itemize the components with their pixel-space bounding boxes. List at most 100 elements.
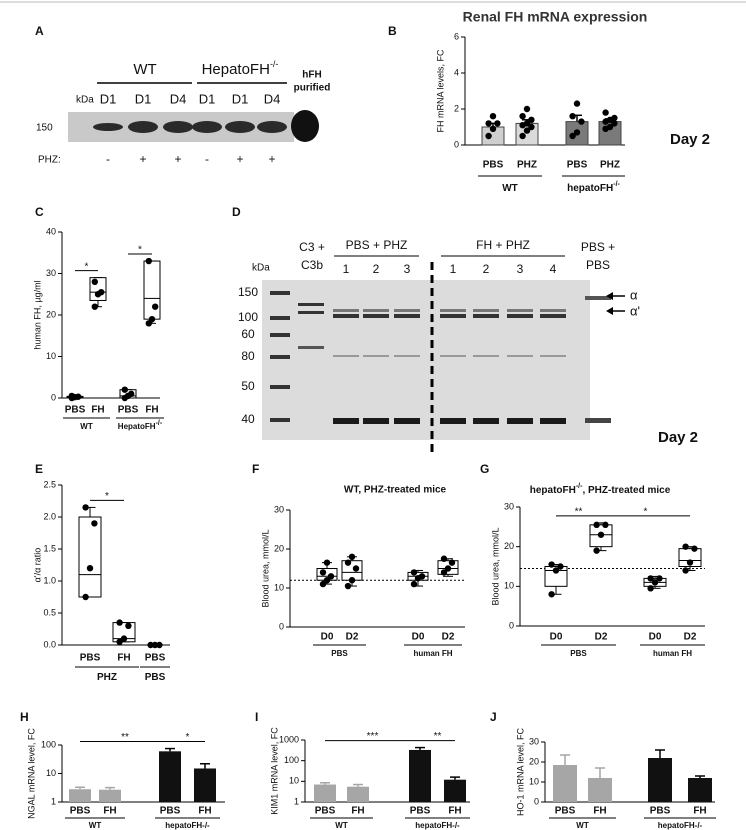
group-sup: -/- (156, 420, 163, 427)
ladder-band (270, 316, 290, 320)
x-tick-label: PHZ (517, 160, 537, 171)
group-name: hepatoFH-/- (658, 821, 703, 830)
point (147, 641, 154, 649)
band (363, 355, 389, 357)
point (148, 315, 156, 323)
x-tick-label: FH (117, 653, 130, 664)
kda: kDa (76, 95, 94, 106)
x-tick-label: PBS (70, 806, 91, 817)
band (540, 314, 566, 318)
y-tick-label: 100 (284, 755, 299, 765)
bar (444, 779, 466, 802)
point (686, 559, 694, 566)
marker: 150 (238, 285, 258, 299)
group-label: WT (89, 821, 102, 830)
x-tick-label: D2 (346, 632, 359, 643)
point (82, 504, 89, 511)
y-tick-label: 2 (454, 103, 459, 113)
x-tick-label: D0 (321, 632, 334, 643)
note: Day 2 (658, 429, 698, 446)
lane-label: D1 (100, 91, 117, 106)
point (548, 561, 555, 568)
x-tick-label: FH (448, 806, 461, 817)
group-label: human FH (653, 649, 692, 658)
band (540, 309, 566, 312)
group-name: WT (89, 821, 102, 830)
band (333, 309, 359, 312)
group-label: WT (576, 821, 589, 830)
group-sup: -/- (613, 181, 620, 188)
point (651, 579, 659, 586)
x-tick-label: FH (693, 806, 706, 817)
bar (688, 778, 712, 802)
ladder-band (270, 385, 290, 389)
group-name: hepatoFH-/- (415, 821, 460, 830)
y-tick-label: 10 (289, 776, 299, 786)
point (151, 641, 159, 649)
point (152, 303, 159, 310)
lane-label: D4 (264, 91, 281, 106)
point (519, 132, 526, 140)
band (507, 314, 533, 318)
band (291, 110, 319, 142)
x-tick-label: D2 (595, 632, 608, 643)
lane-label: 3 (517, 262, 524, 276)
panel-label: G (480, 462, 489, 476)
sign: + (174, 152, 181, 166)
group-label: hepatoFH-/- (165, 821, 210, 830)
group-label: WT (502, 183, 518, 194)
point (344, 582, 352, 590)
point (128, 390, 135, 398)
bar (553, 765, 577, 802)
band (440, 355, 466, 357)
point (440, 569, 448, 576)
group-name: WT (335, 821, 348, 830)
x-tick-label: PBS (145, 653, 166, 664)
band (440, 418, 466, 424)
purified: hFH (302, 70, 321, 81)
x-tick-label: FH (91, 405, 104, 416)
group-label: FH + PHZ (476, 238, 530, 252)
marker: 40 (241, 412, 255, 426)
band (473, 418, 499, 424)
group-name: PBS (570, 649, 587, 658)
group-label: PBS (331, 649, 348, 658)
bar (588, 778, 612, 802)
box (678, 548, 702, 568)
lane-label: D1 (135, 91, 152, 106)
group-label: PBS (570, 649, 587, 658)
ladder-band (270, 355, 290, 359)
point (91, 278, 99, 285)
point (569, 113, 576, 120)
chart-title: WT, PHZ-treated mice (344, 485, 447, 496)
y-tick-label: 30 (274, 504, 284, 514)
y-tick-label: 20 (46, 309, 56, 319)
x-tick-label: D0 (412, 632, 425, 643)
y-tick-label: 30 (46, 268, 56, 278)
x-tick-label: PBS (118, 405, 139, 416)
point (344, 559, 352, 566)
treatment: PHZ: (38, 155, 61, 166)
band (540, 418, 566, 424)
x-tick-label: PBS (483, 160, 504, 171)
point (485, 120, 492, 127)
control: C3 + (299, 240, 325, 254)
box (544, 566, 568, 587)
group-label: WT (80, 422, 93, 431)
point (448, 559, 456, 566)
arrow-head (606, 307, 613, 315)
box (78, 516, 102, 598)
marker: 150 (36, 123, 53, 134)
y-axis-label: HO-1 mRNA level, FC (515, 727, 525, 816)
point (91, 520, 98, 527)
point (82, 593, 89, 601)
panel-label: J (490, 710, 497, 724)
ladder-band (270, 291, 290, 295)
group-name: HepatoFH (202, 61, 270, 78)
group-name: hepatoFH (567, 183, 613, 194)
group-name: PBS (331, 649, 348, 658)
band (440, 309, 466, 312)
point (489, 125, 497, 132)
significance-label: ** (121, 732, 129, 743)
arrow-head (606, 292, 613, 300)
